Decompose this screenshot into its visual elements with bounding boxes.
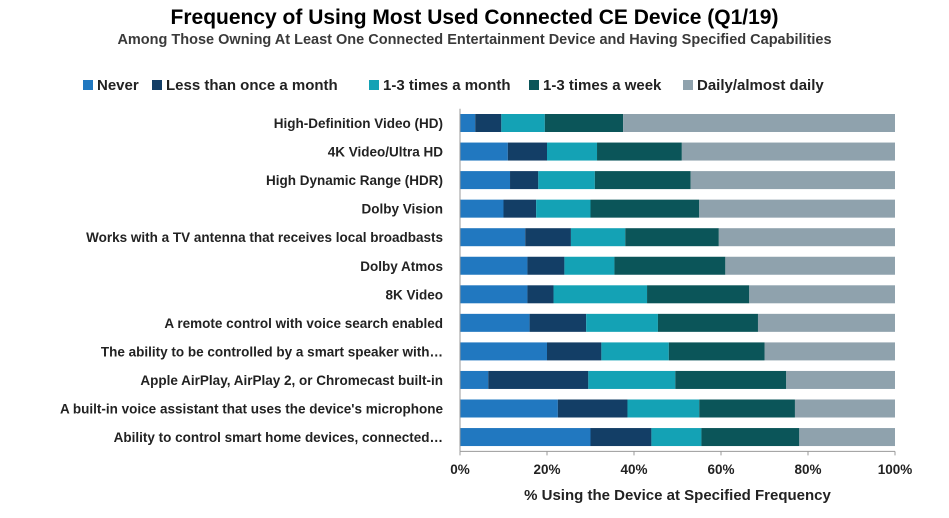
bar-segment bbox=[657, 313, 758, 332]
bar-segment bbox=[625, 228, 719, 247]
bar-segment bbox=[460, 399, 558, 418]
category-label: 4K Video/Ultra HD bbox=[328, 145, 444, 160]
bars bbox=[460, 114, 895, 447]
bar-segment bbox=[460, 370, 489, 389]
bar-segment bbox=[460, 313, 530, 332]
bar-segment bbox=[460, 199, 504, 218]
bar-segment bbox=[460, 171, 511, 190]
bar-segment bbox=[538, 171, 595, 190]
category-label: Dolby Vision bbox=[361, 202, 443, 217]
legend: Never Less than once a month 1-3 times a m… bbox=[83, 77, 824, 94]
x-axis: 0% 20% 40% 60% 80% 100% % Using the Device at … bbox=[450, 108, 913, 504]
x-tick-label: 0% bbox=[450, 462, 470, 477]
legend-swatch bbox=[83, 80, 93, 90]
bar-segment bbox=[725, 256, 895, 275]
bar-segment bbox=[525, 228, 571, 247]
legend-label: Never bbox=[97, 77, 139, 94]
bar-segment bbox=[699, 399, 795, 418]
category-label: The ability to be controlled by a smart … bbox=[101, 344, 443, 359]
bar-segment bbox=[547, 142, 598, 161]
category-label: A built-in voice assistant that uses the… bbox=[60, 402, 444, 417]
bar-segment bbox=[544, 114, 624, 132]
bar-segment bbox=[681, 142, 895, 161]
bar-segment bbox=[651, 428, 702, 447]
bar-segment bbox=[690, 171, 895, 190]
bar-segment bbox=[503, 199, 537, 218]
bar-segment bbox=[701, 428, 800, 447]
bar-segment bbox=[594, 171, 691, 190]
legend-swatch bbox=[152, 80, 162, 90]
bar-segment bbox=[799, 428, 895, 447]
bar-segment bbox=[749, 285, 895, 304]
bar-segment bbox=[564, 256, 615, 275]
legend-swatch bbox=[683, 80, 693, 90]
bar-segment bbox=[590, 199, 700, 218]
legend-swatch bbox=[529, 80, 539, 90]
legend-label: 1-3 times a week bbox=[543, 77, 662, 94]
bar-segment bbox=[699, 199, 895, 218]
bar-segment bbox=[460, 142, 508, 161]
legend-swatch bbox=[369, 80, 379, 90]
bar-segment bbox=[718, 228, 895, 247]
bar-segment bbox=[647, 285, 750, 304]
bar-segment bbox=[627, 399, 700, 418]
category-label: A remote control with voice search enabl… bbox=[164, 316, 443, 331]
bar-segment bbox=[460, 428, 591, 447]
bar-segment bbox=[597, 142, 682, 161]
bar-segment bbox=[570, 228, 626, 247]
bar-segment bbox=[668, 342, 765, 361]
bar-segment bbox=[757, 313, 895, 332]
bar-segment bbox=[547, 342, 602, 361]
category-labels: High-Definition Video (HD) 4K Video/Ultra… bbox=[60, 116, 444, 445]
bar-segment bbox=[460, 285, 528, 304]
bar-segment bbox=[460, 342, 547, 361]
bar-segment bbox=[529, 313, 587, 332]
bar-segment bbox=[675, 370, 787, 389]
bar-segment bbox=[601, 342, 669, 361]
bar-segment bbox=[786, 370, 895, 389]
bar-segment bbox=[794, 399, 895, 418]
legend-label: Daily/almost daily bbox=[697, 77, 824, 94]
x-tick-label: 40% bbox=[620, 462, 647, 477]
x-tick-label: 20% bbox=[533, 462, 560, 477]
bar-segment bbox=[764, 342, 895, 361]
bar-segment bbox=[553, 285, 648, 304]
bar-segment bbox=[590, 428, 652, 447]
chart-title: Frequency of Using Most Used Connected C… bbox=[170, 6, 779, 29]
bar-segment bbox=[501, 114, 545, 132]
x-axis-label: % Using the Device at Specified Frequenc… bbox=[524, 487, 831, 504]
bar-segment bbox=[623, 114, 895, 132]
x-tick-label: 60% bbox=[707, 462, 734, 477]
category-label: Apple AirPlay, AirPlay 2, or Chromecast … bbox=[140, 373, 443, 388]
bar-segment bbox=[510, 171, 539, 190]
category-label: Ability to control smart home devices, c… bbox=[114, 430, 443, 445]
category-label: 8K Video bbox=[385, 287, 443, 302]
bar-segment bbox=[527, 285, 554, 304]
bar-segment bbox=[536, 199, 591, 218]
bar-segment bbox=[557, 399, 628, 418]
bar-segment bbox=[460, 114, 476, 132]
category-label: High Dynamic Range (HDR) bbox=[266, 173, 443, 188]
category-label: Dolby Atmos bbox=[360, 259, 443, 274]
category-label: High-Definition Video (HD) bbox=[274, 116, 443, 131]
category-label: Works with a TV antenna that receives lo… bbox=[86, 230, 443, 245]
bar-segment bbox=[586, 313, 658, 332]
legend-label: 1-3 times a month bbox=[383, 77, 511, 94]
bar-segment bbox=[614, 256, 726, 275]
x-tick-label: 80% bbox=[794, 462, 821, 477]
bar-segment bbox=[588, 370, 676, 389]
bar-segment bbox=[507, 142, 547, 161]
chart-subtitle: Among Those Owning At Least One Connecte… bbox=[117, 32, 832, 48]
x-tick-label: 100% bbox=[878, 462, 913, 477]
bar-segment bbox=[488, 370, 589, 389]
bar-segment bbox=[460, 228, 526, 247]
bar-segment bbox=[527, 256, 565, 275]
legend-label: Less than once a month bbox=[166, 77, 338, 94]
bar-segment bbox=[460, 256, 528, 275]
bar-segment bbox=[475, 114, 502, 132]
